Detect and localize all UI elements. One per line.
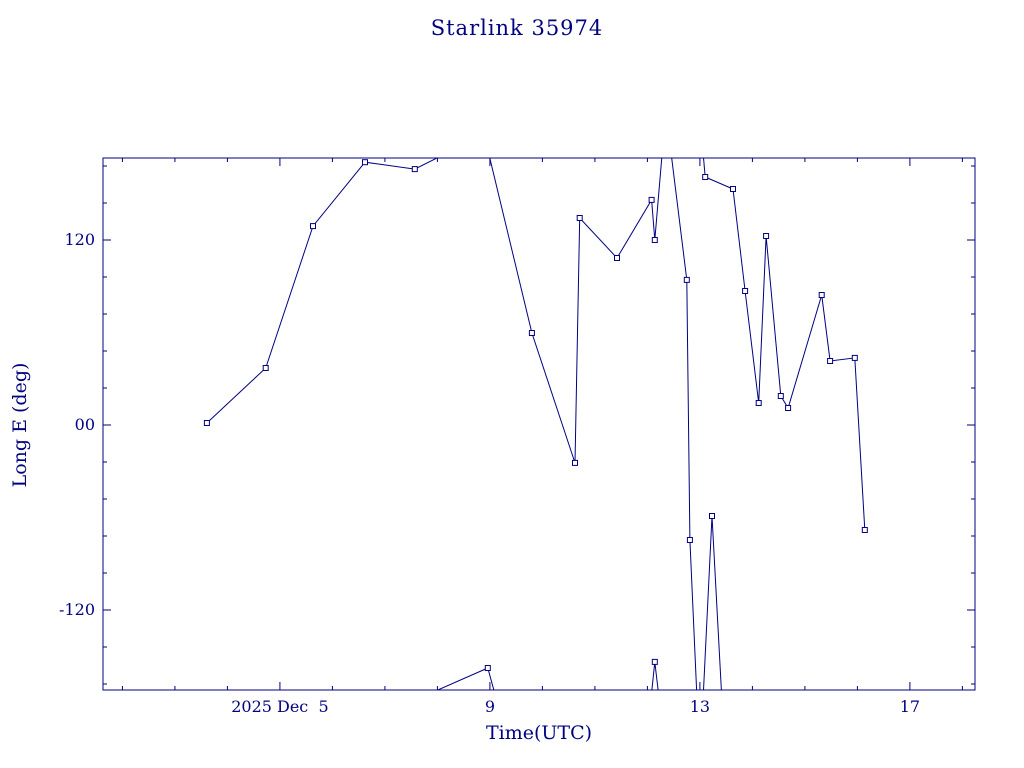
x-tick-label: 9 xyxy=(485,697,495,716)
data-point-marker xyxy=(702,174,709,180)
data-point-marker xyxy=(818,292,825,298)
data-point-marker xyxy=(742,288,749,294)
data-point-marker xyxy=(709,513,715,519)
x-tick-label: 13 xyxy=(690,697,710,716)
data-point-marker xyxy=(576,215,583,221)
data-point-marker xyxy=(614,255,620,261)
y-tick-label: 120 xyxy=(64,230,95,249)
data-point-marker xyxy=(528,330,535,336)
data-point-marker xyxy=(851,354,858,361)
axis-ticks xyxy=(103,158,975,690)
x-tick-label: 2025 Dec 5 xyxy=(231,697,328,716)
data-point-marker xyxy=(411,166,418,173)
data-point-marker xyxy=(777,393,784,399)
data-point-marker xyxy=(827,358,834,364)
tick-labels: 2025 Dec 5 9 13 17 -120 00 120 xyxy=(59,230,920,716)
x-axis-label: Time(UTC) xyxy=(485,722,593,744)
data-point-marker xyxy=(755,400,762,406)
data-point-marker xyxy=(262,365,269,371)
chart-title: Starlink 35974 xyxy=(430,16,604,40)
data-point-marker xyxy=(648,196,655,203)
data-series xyxy=(203,158,868,690)
data-point-marker xyxy=(362,159,368,166)
data-point-marker xyxy=(484,665,491,671)
data-point-marker xyxy=(683,276,690,283)
y-tick-label: -120 xyxy=(59,600,95,619)
data-point-marker xyxy=(572,459,578,466)
data-point-marker xyxy=(651,237,658,243)
data-point-marker xyxy=(785,405,792,411)
data-point-marker xyxy=(310,223,316,230)
data-point-marker xyxy=(686,537,693,543)
data-point-marker xyxy=(730,186,736,192)
plot-frame xyxy=(102,157,976,691)
data-point-marker xyxy=(651,658,658,665)
x-tick-label: 17 xyxy=(900,697,920,716)
y-tick-label: 00 xyxy=(75,415,95,434)
data-point-marker xyxy=(861,527,868,533)
data-point-marker xyxy=(203,420,210,426)
data-point-marker xyxy=(763,233,770,239)
